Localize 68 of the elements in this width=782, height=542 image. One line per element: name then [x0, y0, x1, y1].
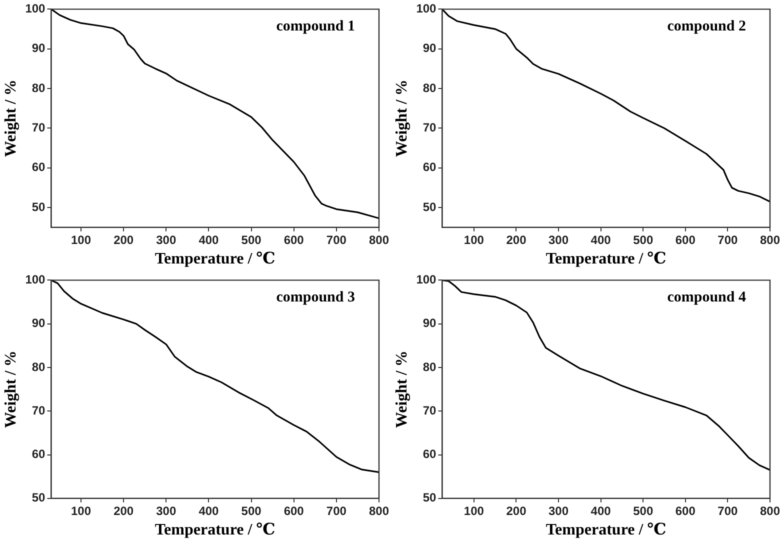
y-tick-label: 90: [422, 316, 437, 330]
x-tick-label: 200: [506, 504, 527, 518]
x-tick-label: 800: [760, 504, 780, 518]
y-tick-label: 80: [422, 80, 437, 95]
x-tick-label: 100: [71, 504, 92, 518]
x-axis-title: Temperature / ℃: [546, 250, 666, 268]
x-tick-label: 700: [326, 232, 347, 247]
annotation: compound 2: [667, 18, 746, 35]
x-tick-label: 300: [156, 232, 176, 247]
y-tick-label: 80: [32, 80, 46, 95]
y-tick-label: 50: [422, 490, 437, 505]
x-tick-label: 200: [114, 232, 134, 247]
y-tick-label: 100: [25, 272, 46, 287]
y-tick-label: 60: [32, 160, 46, 174]
x-tick-label: 300: [548, 232, 569, 247]
x-tick-label: 300: [548, 504, 569, 518]
x-axis-title: Temperature / ℃: [154, 250, 276, 268]
x-tick-label: 400: [198, 232, 220, 247]
y-axis-title: Weight / %: [2, 350, 20, 428]
x-tick-label: 100: [464, 504, 484, 518]
x-tick-label: 500: [241, 232, 262, 247]
x-axis-title: Temperature / ℃: [154, 522, 276, 539]
y-tick-label: 100: [25, 2, 46, 16]
x-tick-label: 200: [114, 504, 134, 518]
y-tick-label: 50: [32, 200, 46, 214]
x-tick-label: 600: [284, 232, 304, 247]
y-tick-label: 50: [422, 200, 437, 214]
x-tick-label: 800: [368, 232, 390, 247]
x-tick-label: 700: [718, 504, 738, 518]
y-axis-title: Weight / %: [394, 350, 411, 428]
x-tick-label: 100: [71, 232, 92, 247]
x-tick-label: 700: [718, 232, 738, 247]
x-tick-label: 700: [326, 504, 347, 518]
y-tick-label: 70: [32, 120, 46, 135]
y-tick-label: 90: [32, 41, 46, 56]
y-tick-label: 80: [422, 360, 437, 374]
y-tick-label: 90: [32, 316, 46, 330]
x-tick-label: 500: [633, 232, 654, 247]
x-tick-label: 100: [464, 232, 484, 247]
y-axis-title: Weight / %: [2, 80, 20, 157]
x-tick-label: 400: [590, 504, 612, 518]
annotation: compound 3: [276, 290, 355, 306]
y-tick-label: 100: [416, 2, 437, 16]
y-tick-label: 50: [32, 490, 46, 505]
y-tick-label: 60: [422, 447, 437, 462]
x-tick-label: 200: [506, 232, 527, 247]
x-tick-label: 800: [760, 232, 780, 247]
y-tick-label: 90: [422, 41, 437, 56]
x-tick-label: 600: [284, 504, 304, 518]
x-tick-label: 800: [368, 504, 390, 518]
x-axis-title: Temperature / ℃: [546, 522, 666, 539]
x-tick-label: 500: [241, 504, 262, 518]
y-tick-label: 70: [422, 403, 437, 418]
annotation: compound 1: [276, 18, 355, 35]
x-tick-label: 600: [675, 504, 696, 518]
annotation: compound 4: [667, 290, 746, 306]
y-tick-label: 100: [416, 272, 437, 287]
y-tick-label: 70: [32, 403, 46, 418]
y-tick-label: 60: [422, 160, 437, 174]
y-axis-title: Weight / %: [394, 80, 411, 157]
x-tick-label: 500: [633, 504, 654, 518]
x-tick-label: 400: [198, 504, 220, 518]
y-tick-label: 80: [32, 360, 46, 374]
y-tick-label: 70: [422, 120, 437, 135]
x-tick-label: 600: [675, 232, 696, 247]
x-tick-label: 400: [590, 232, 612, 247]
x-tick-label: 300: [156, 504, 176, 518]
y-tick-label: 60: [32, 447, 46, 462]
